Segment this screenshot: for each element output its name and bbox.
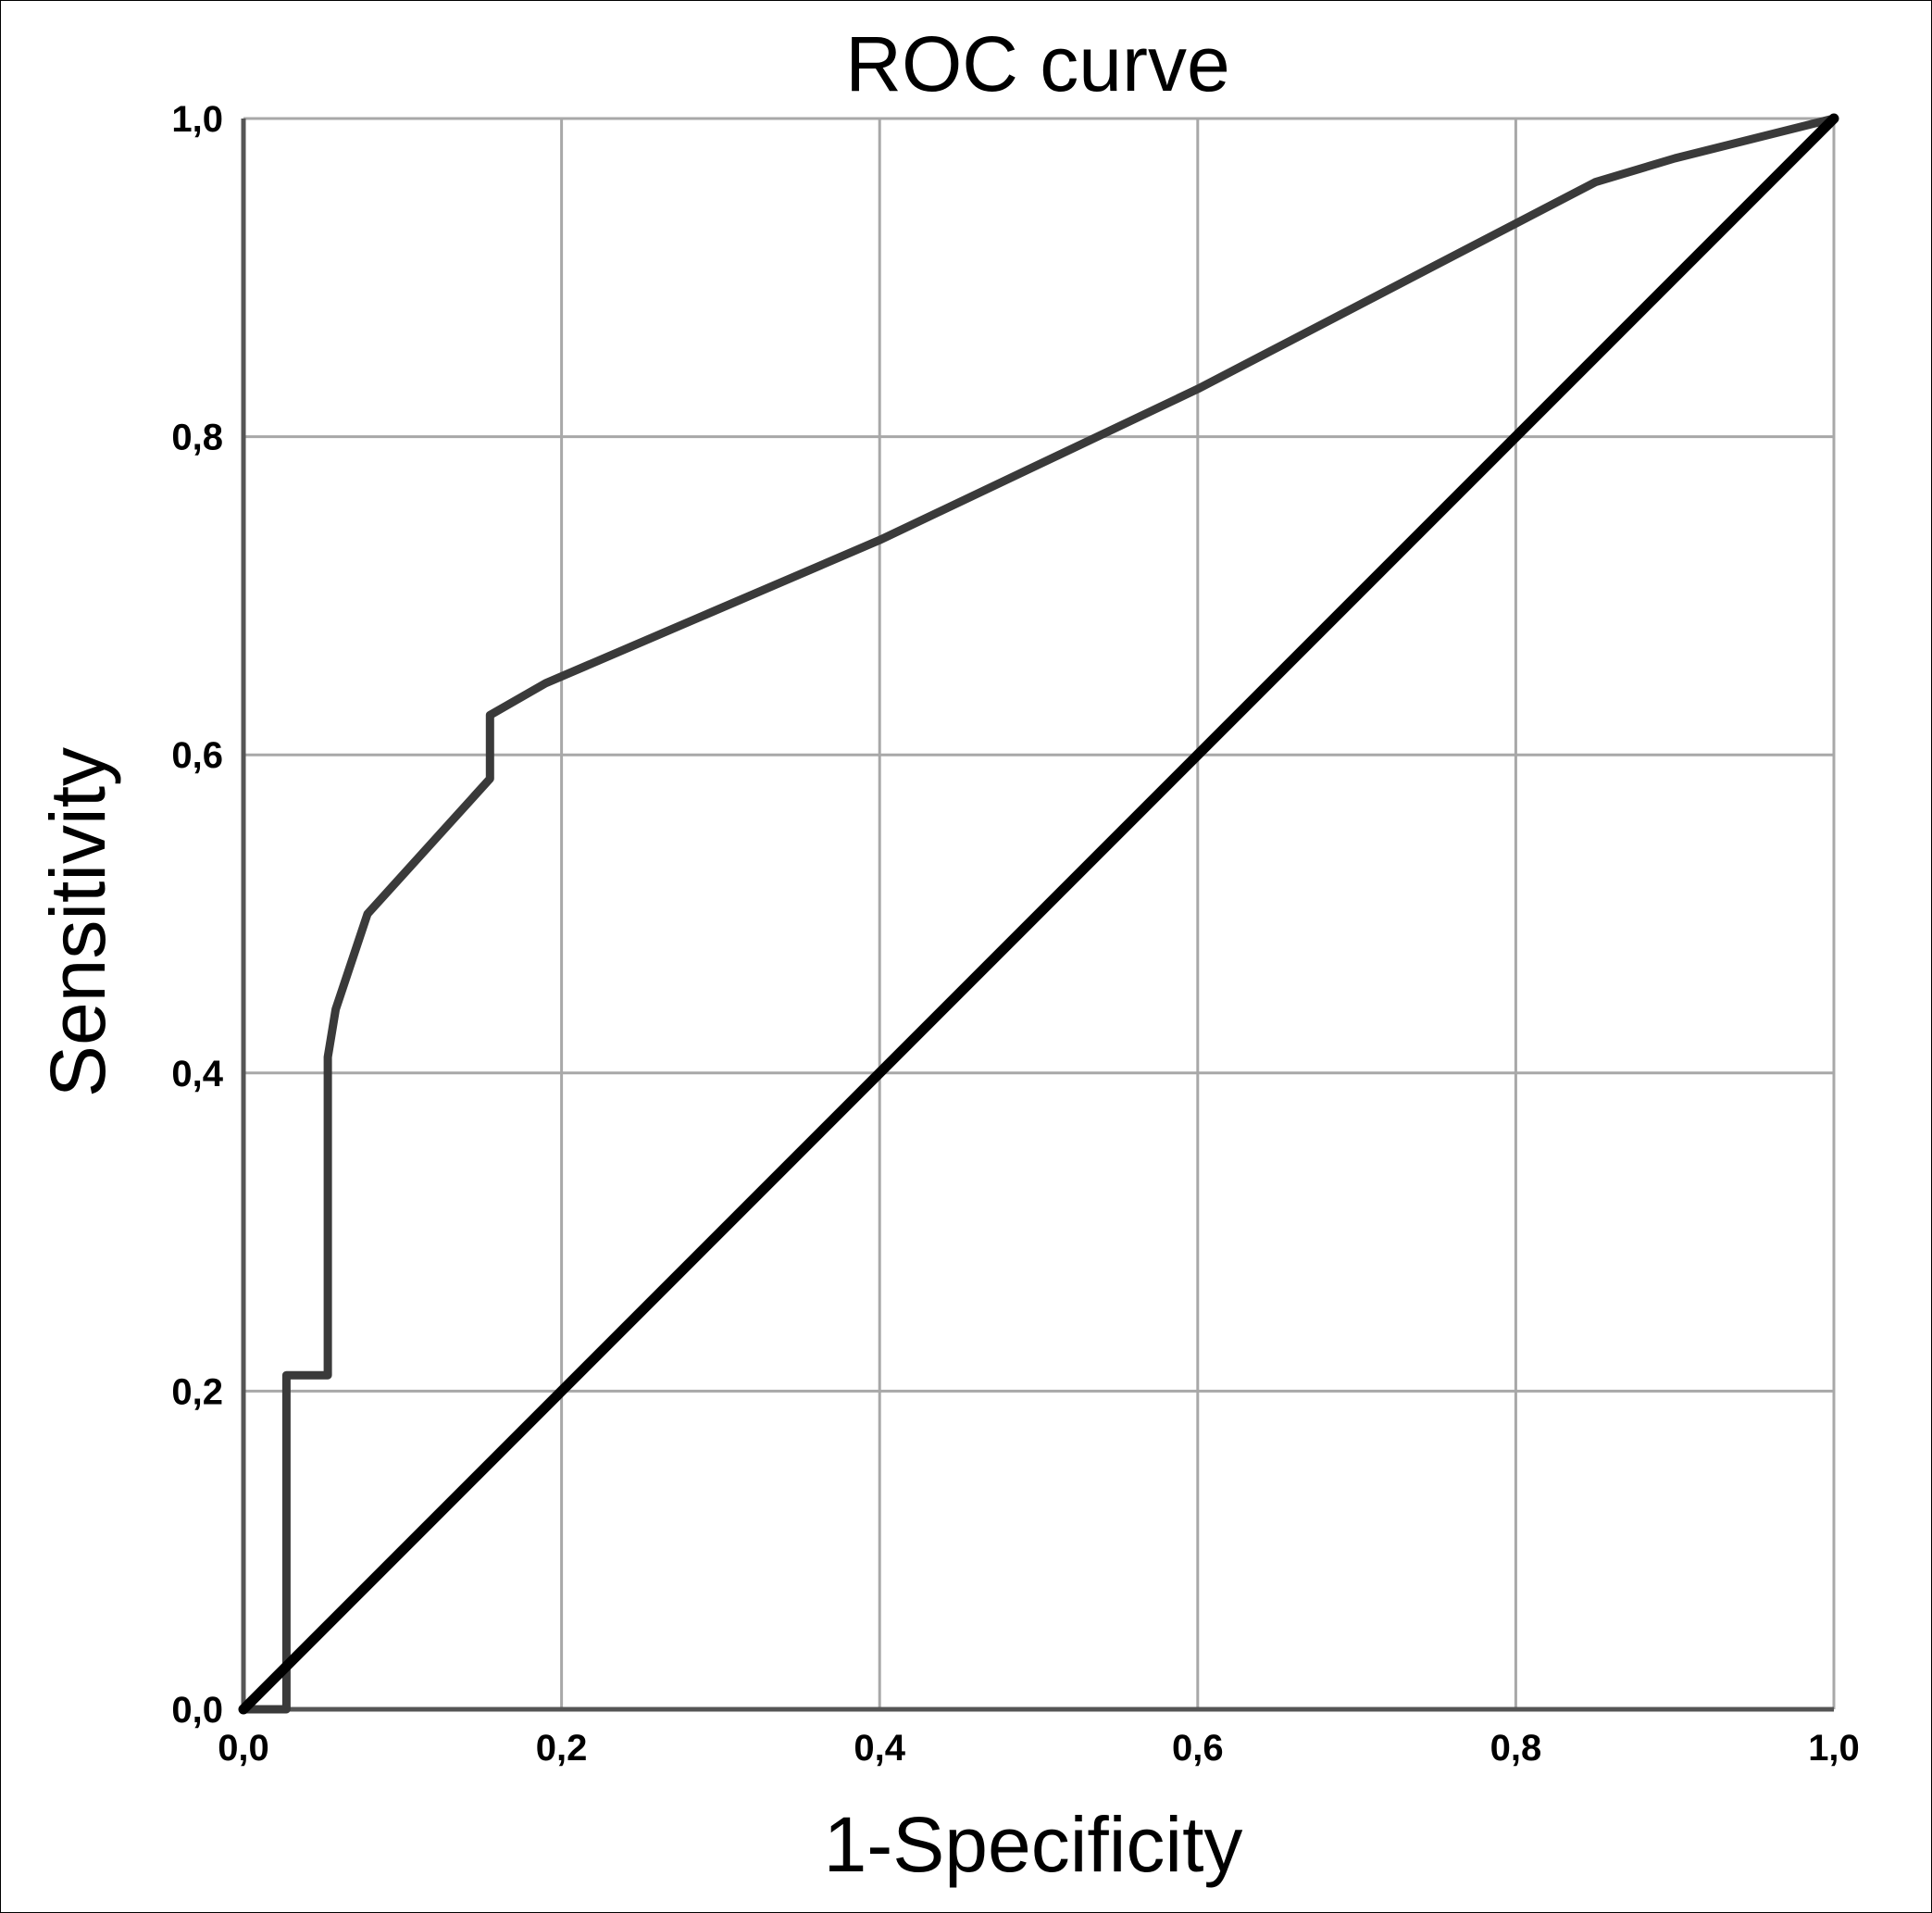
y-axis-title: Sensitivity — [34, 747, 121, 1097]
y-tick-label: 0,0 — [171, 1690, 223, 1731]
x-tick-label: 0,8 — [1490, 1728, 1542, 1769]
x-tick-label: 0,0 — [218, 1728, 269, 1769]
axes — [241, 119, 1834, 1712]
chart-title: ROC curve — [845, 20, 1229, 107]
y-tick-label: 0,8 — [171, 418, 223, 458]
x-tick-label: 0,4 — [854, 1728, 905, 1769]
x-tick-label: 0,2 — [536, 1728, 588, 1769]
grid-lines — [243, 117, 1836, 1709]
y-tick-label: 0,6 — [171, 735, 223, 776]
x-tick-label: 0,6 — [1172, 1728, 1224, 1769]
y-tick-label: 0,4 — [171, 1054, 223, 1094]
reference-diagonal-line — [238, 113, 1839, 1715]
y-tick-label: 0,2 — [171, 1371, 223, 1412]
series-lines — [238, 113, 1839, 1715]
x-axis-title: 1-Specificity — [824, 1801, 1243, 1888]
tick-labels: 0,0 0,2 0,4 0,6 0,8 1,0 0,0 0,2 0,4 0,6 0,8 1,0 — [171, 99, 1859, 1769]
roc-curve-line — [239, 114, 1839, 1714]
x-tick-label: 1,0 — [1808, 1728, 1860, 1769]
y-tick-label: 1,0 — [171, 99, 223, 140]
